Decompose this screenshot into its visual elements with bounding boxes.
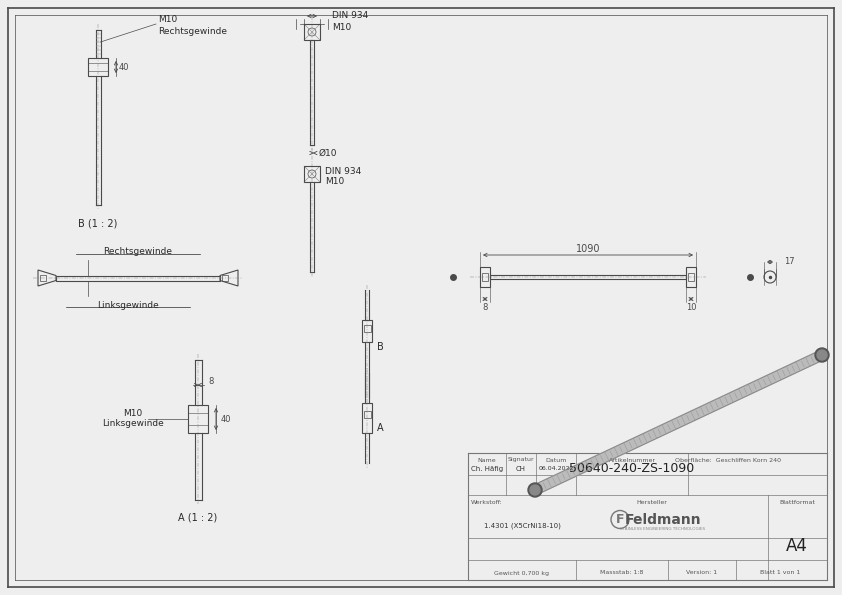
- Circle shape: [530, 485, 540, 495]
- Polygon shape: [533, 350, 824, 494]
- Text: Feldmann: Feldmann: [625, 512, 701, 527]
- Bar: [688, 273, 694, 281]
- Bar: [188, 405, 208, 433]
- Bar: [304, 166, 320, 182]
- Text: Ø10: Ø10: [319, 149, 338, 158]
- Text: Rechtsgewinde: Rechtsgewinde: [158, 27, 227, 36]
- Text: 50640-240-ZS-1090: 50640-240-ZS-1090: [569, 462, 695, 475]
- Bar: [364, 411, 370, 418]
- Text: 8: 8: [482, 302, 488, 312]
- Text: DIN 934: DIN 934: [332, 11, 368, 20]
- Bar: [490, 275, 686, 279]
- Circle shape: [528, 483, 542, 497]
- Text: B (1 : 2): B (1 : 2): [78, 218, 118, 228]
- Text: Name: Name: [477, 458, 496, 462]
- Text: M10: M10: [158, 15, 178, 24]
- Text: 06.04.2022: 06.04.2022: [538, 466, 573, 471]
- Text: Ch. Häfig: Ch. Häfig: [471, 466, 503, 472]
- Bar: [482, 273, 488, 281]
- Text: M10: M10: [332, 23, 351, 32]
- Text: Rechtsgewinde: Rechtsgewinde: [104, 248, 173, 256]
- Text: 17: 17: [784, 258, 795, 267]
- Text: Gewicht 0,700 kg: Gewicht 0,700 kg: [494, 571, 550, 575]
- Text: 1090: 1090: [576, 244, 600, 254]
- Text: F: F: [616, 513, 624, 526]
- Text: Artikelnummer: Artikelnummer: [609, 458, 656, 462]
- Text: Massstab: 1:8: Massstab: 1:8: [600, 571, 643, 575]
- Circle shape: [817, 350, 827, 360]
- Bar: [686, 267, 696, 287]
- Bar: [364, 325, 370, 332]
- Bar: [480, 267, 490, 287]
- Bar: [56, 275, 220, 280]
- Text: Werkstoff:: Werkstoff:: [472, 499, 503, 505]
- Text: Datum: Datum: [546, 458, 567, 462]
- Text: Oberfläche:  Geschliffen Korn 240: Oberfläche: Geschliffen Korn 240: [675, 458, 781, 462]
- Text: M10: M10: [124, 409, 142, 418]
- Text: A: A: [377, 423, 384, 433]
- Bar: [222, 275, 228, 281]
- Text: DIN 934: DIN 934: [325, 168, 361, 177]
- Text: Linksgewinde: Linksgewinde: [102, 419, 164, 428]
- Text: Signatur: Signatur: [508, 458, 535, 462]
- Text: 40: 40: [119, 62, 130, 71]
- Bar: [304, 24, 320, 40]
- Bar: [362, 320, 372, 342]
- Text: B: B: [377, 342, 384, 352]
- Text: Version: 1: Version: 1: [686, 571, 717, 575]
- Text: Linksgewinde: Linksgewinde: [97, 300, 159, 309]
- Text: Hersteller: Hersteller: [637, 499, 668, 505]
- Text: A (1 : 2): A (1 : 2): [179, 513, 217, 523]
- Bar: [362, 403, 372, 433]
- Bar: [40, 275, 46, 281]
- Text: 1.4301 (X5CrNi18-10): 1.4301 (X5CrNi18-10): [483, 523, 561, 529]
- Text: 40: 40: [221, 415, 232, 424]
- Text: 8: 8: [209, 377, 214, 387]
- Text: A4: A4: [786, 537, 808, 555]
- Bar: [88, 58, 108, 76]
- Text: STAINLESS ENGINEERING TECHNOLOGIES: STAINLESS ENGINEERING TECHNOLOGIES: [621, 528, 706, 531]
- Text: Blatt 1 von 1: Blatt 1 von 1: [759, 571, 800, 575]
- Text: Blattformat: Blattformat: [779, 499, 815, 505]
- Text: M10: M10: [325, 177, 344, 186]
- Circle shape: [815, 348, 829, 362]
- Text: 10: 10: [685, 302, 696, 312]
- Text: CH: CH: [516, 466, 526, 472]
